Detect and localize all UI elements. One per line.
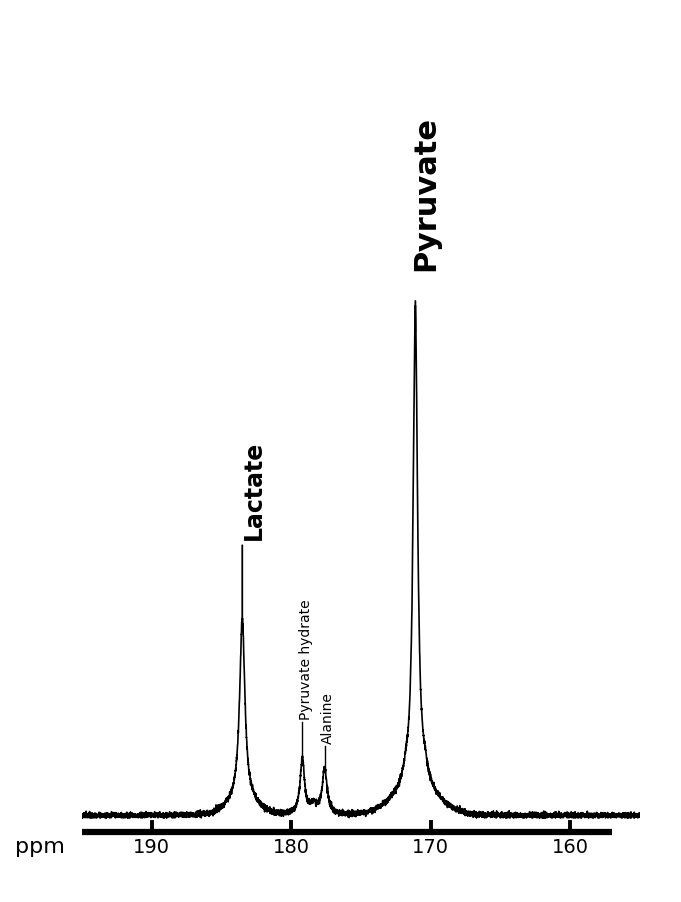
Text: Pyruvate hydrate: Pyruvate hydrate	[299, 599, 313, 720]
Text: 190: 190	[133, 838, 170, 857]
Text: 180: 180	[272, 838, 310, 857]
Text: Pyruvate: Pyruvate	[411, 115, 441, 271]
Text: Alanine: Alanine	[321, 692, 335, 743]
Text: 160: 160	[552, 838, 589, 857]
Text: 170: 170	[412, 838, 449, 857]
Text: ppm: ppm	[15, 837, 65, 857]
Text: Lactate: Lactate	[242, 441, 266, 540]
